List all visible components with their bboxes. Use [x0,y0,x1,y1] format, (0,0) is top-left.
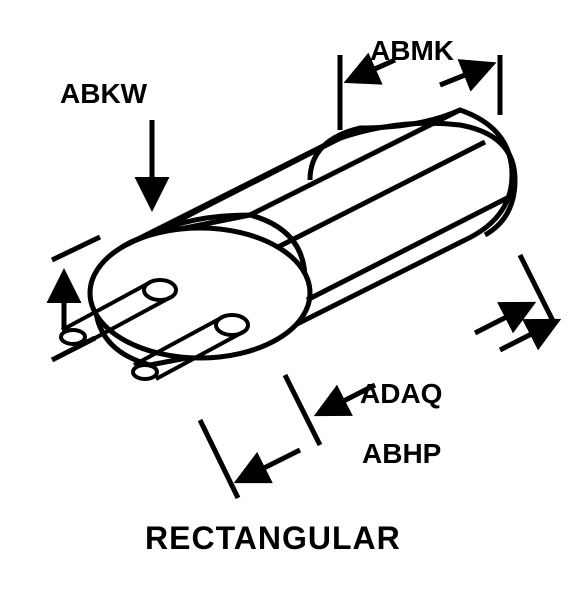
abhp-arrow-left [240,450,300,480]
label-abhp: ABHP [362,438,441,470]
label-adaq: ADAQ [360,378,442,410]
abhp-arrow-right [500,322,555,350]
label-abmk: ABMK [370,35,454,67]
diagram-canvas: ABKW ABMK ADAQ ABHP RECTANGULAR [0,0,585,593]
diagram-title: RECTANGULAR [145,520,401,557]
abmk-arrow-right [440,65,490,85]
label-abkw: ABKW [60,78,147,110]
adaq-arrow-right [475,305,530,333]
